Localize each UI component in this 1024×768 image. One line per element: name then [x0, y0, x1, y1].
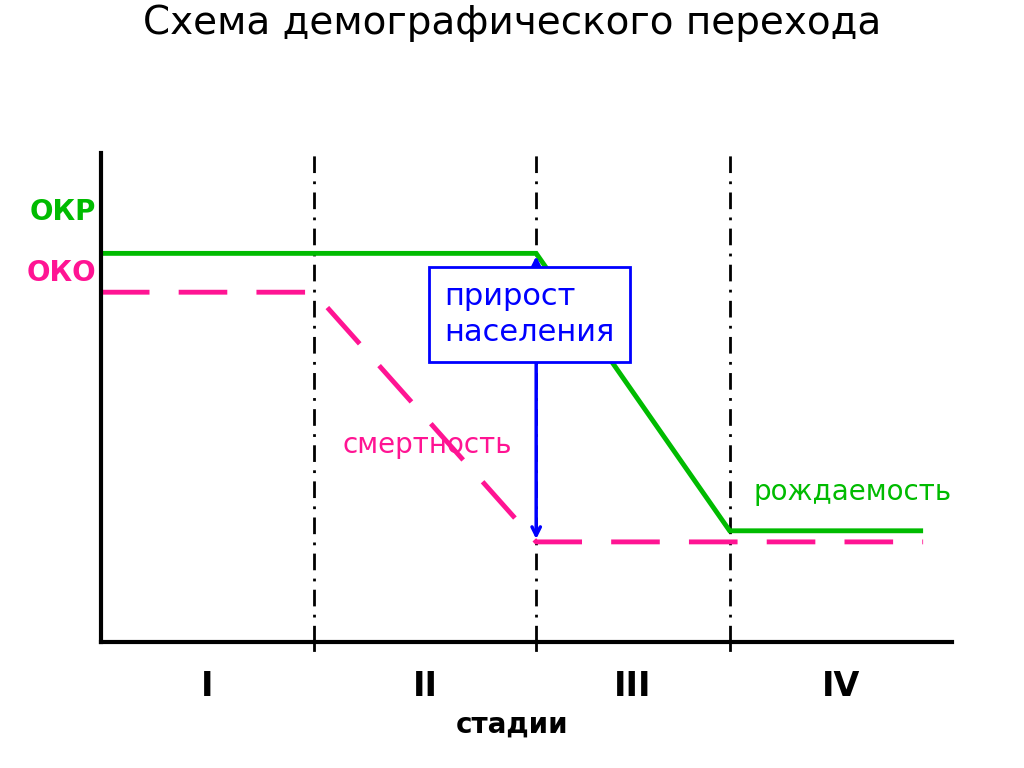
Text: смертность: смертность — [343, 431, 512, 458]
Text: ОКР: ОКР — [30, 197, 96, 226]
Text: рождаемость: рождаемость — [754, 478, 952, 506]
Text: IV: IV — [821, 670, 860, 703]
Text: III: III — [614, 670, 651, 703]
Text: II: II — [413, 670, 437, 703]
Text: стадии: стадии — [456, 711, 568, 739]
Text: ОКО: ОКО — [27, 259, 96, 287]
Text: прирост
населения: прирост населения — [444, 282, 614, 347]
Text: I: I — [201, 670, 214, 703]
Title: Схема демографического перехода: Схема демографического перехода — [143, 4, 881, 42]
